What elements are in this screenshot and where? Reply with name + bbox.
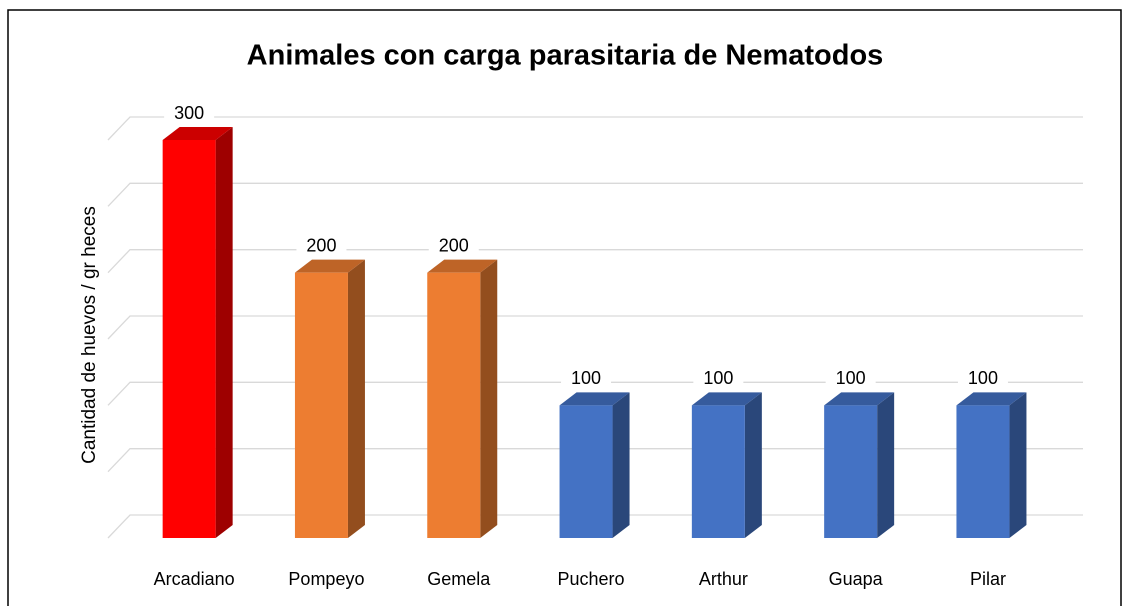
data-label: 300 (174, 103, 204, 123)
bar-top (559, 392, 630, 406)
data-label: 100 (836, 368, 866, 388)
bar-side (347, 259, 365, 538)
data-label-bg (164, 102, 215, 126)
data-label-bg (693, 367, 744, 392)
bar-front (691, 405, 745, 538)
data-label: 100 (571, 368, 601, 388)
bar-side (215, 127, 233, 538)
grid-line (107, 381, 1083, 406)
bar-top (956, 392, 1027, 406)
bar (691, 392, 762, 538)
data-label-bg (428, 234, 479, 259)
bar-side (480, 259, 498, 538)
data-label-bg (825, 367, 876, 392)
grid-line (107, 514, 1083, 539)
x-tick-label: Pilar (970, 569, 1006, 589)
data-label-bg (957, 367, 1008, 392)
bar-front (824, 405, 878, 538)
grid-line (107, 249, 1083, 274)
bar-front (956, 405, 1010, 538)
data-label-bg (296, 234, 347, 259)
x-tick-label: Arcadiano (154, 569, 235, 589)
data-label-bg (561, 367, 612, 392)
bar-front (559, 405, 613, 538)
bar (824, 392, 895, 538)
data-label: 100 (703, 368, 733, 388)
data-label: 200 (306, 235, 336, 255)
bar-top (824, 392, 895, 406)
bar-front (294, 272, 348, 538)
bar-top (294, 259, 365, 273)
data-label: 200 (439, 235, 469, 255)
bar-top (162, 127, 233, 140)
grid-line (107, 315, 1083, 340)
bar (559, 392, 630, 538)
bar-side (877, 392, 895, 538)
bar (162, 127, 233, 538)
bar (427, 259, 498, 538)
bar-front (162, 140, 216, 538)
bar-side (612, 392, 630, 538)
x-tick-label: Guapa (829, 569, 884, 589)
bar-top (427, 259, 498, 273)
x-tick-label: Gemela (427, 569, 491, 589)
bar-side (744, 392, 762, 538)
chart-title: Animales con carga parasitaria de Nemato… (247, 40, 884, 72)
bar (956, 392, 1027, 538)
bar-side (1009, 392, 1027, 538)
x-tick-label: Puchero (558, 569, 625, 589)
grid-line (107, 448, 1083, 473)
bar-top (691, 392, 762, 406)
y-axis-label: Cantidad de huevos / gr heces (79, 206, 100, 464)
bar-front (427, 272, 481, 538)
x-tick-label: Pompeyo (288, 569, 364, 589)
grid-line (107, 116, 1083, 141)
grid-line (107, 182, 1083, 207)
bar (294, 259, 365, 538)
data-label: 100 (968, 368, 998, 388)
x-tick-label: Arthur (699, 569, 748, 589)
